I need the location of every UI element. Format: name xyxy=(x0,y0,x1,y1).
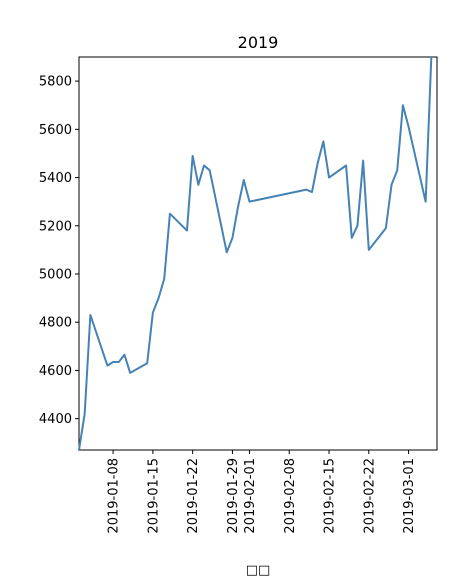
series-group xyxy=(78,56,433,451)
x-tick-label: 2019-02-22 xyxy=(362,458,377,534)
y-tick-label: 5600 xyxy=(39,123,72,138)
chart-title: 2019 xyxy=(238,33,279,52)
y-tick-label: 5800 xyxy=(39,75,72,90)
y-tick-label: 4600 xyxy=(39,364,72,379)
plot-frame xyxy=(78,56,438,451)
x-tick-label: 2019-02-01 xyxy=(243,458,258,534)
y-tick-label: 4400 xyxy=(39,412,72,427)
x-axis: 2019-01-08 2019-01-15 2019-01-22 2019-01-29… xyxy=(107,450,417,534)
y-tick-label: 5200 xyxy=(39,219,72,234)
x-tick-label: 2019-01-22 xyxy=(186,458,201,534)
series-line xyxy=(78,56,433,451)
x-tick-label: 2019-02-15 xyxy=(323,458,338,534)
y-tick-label: 5400 xyxy=(39,171,72,186)
x-tick-label: 2019-01-08 xyxy=(107,458,122,534)
y-tick-label: 4800 xyxy=(39,316,72,331)
y-axis: 4400 4600 4800 5000 5200 5400 5600 5800 xyxy=(39,75,79,427)
y-tick-label: 5000 xyxy=(39,267,72,282)
x-tick-label: 2019-02-08 xyxy=(283,458,298,534)
x-tick-label: 2019-01-29 xyxy=(226,458,241,534)
x-tick-label: 2019-01-15 xyxy=(146,458,161,534)
x-tick-label: 2019-03-01 xyxy=(402,458,417,534)
x-axis-label: □□ xyxy=(246,563,271,578)
